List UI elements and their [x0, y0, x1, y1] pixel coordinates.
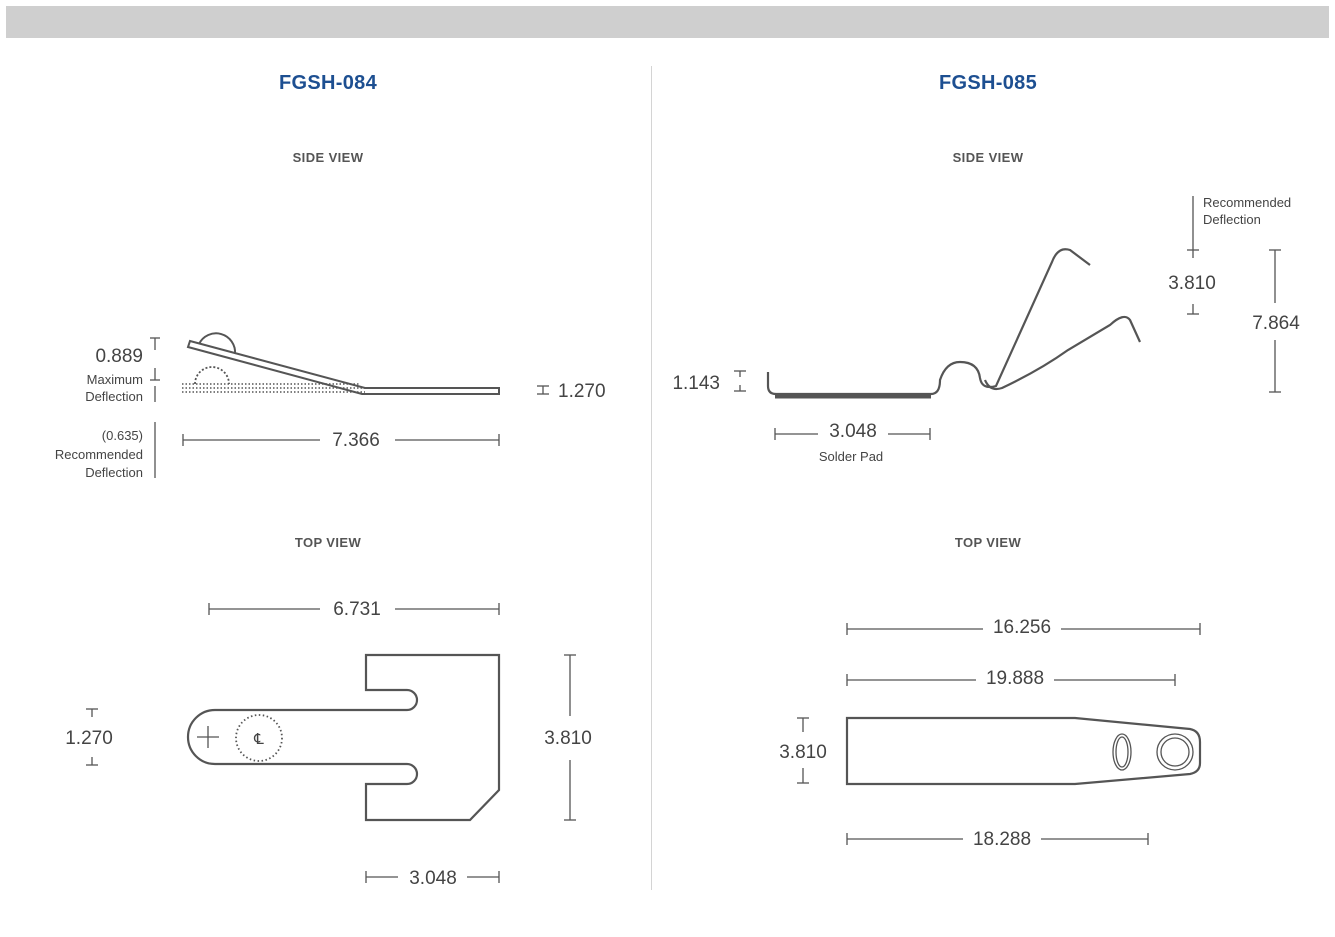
left-top-left-dim: 1.270 [65, 728, 113, 749]
column-divider [651, 66, 652, 890]
left-top-height-dim: 3.810 [544, 728, 592, 749]
right-top-view-label: TOP VIEW [954, 535, 1022, 550]
left-max-deflection-value: 0.889 [95, 346, 143, 367]
right-height-dim: 7.864 [1252, 313, 1300, 334]
right-side-dimensions [734, 196, 1281, 440]
left-thickness-dim: 1.270 [558, 381, 606, 402]
right-rec-deflection-label-2: Deflection [1203, 212, 1261, 227]
right-top-height-dim: 3.810 [779, 742, 827, 763]
left-max-deflection-label-2: Deflection [85, 389, 143, 404]
right-side-view-label: SIDE VIEW [952, 150, 1024, 165]
right-side-spring [766, 248, 1142, 399]
right-rec-deflection-label-1: Recommended [1203, 195, 1291, 210]
left-top-bottom-dim: 3.048 [409, 868, 457, 889]
centerline-icon: ℄ [253, 731, 264, 748]
left-part-title: FGSH-084 [279, 72, 377, 94]
header-bar [6, 6, 1329, 38]
left-side-spring [182, 332, 500, 395]
right-top-dimensions [797, 623, 1201, 845]
left-top-outline [186, 653, 501, 822]
left-top-width-dim: 6.731 [333, 599, 381, 620]
right-top-dim-2: 19.888 [986, 668, 1044, 689]
left-top-view-label: TOP VIEW [294, 535, 362, 550]
left-side-dimensions [150, 337, 549, 478]
right-part-title: FGSH-085 [939, 72, 1037, 94]
right-deflection-dim: 3.810 [1168, 273, 1216, 294]
left-length-dim: 7.366 [332, 430, 380, 451]
left-rec-deflection-label-1: Recommended [55, 447, 143, 462]
right-top-outline [845, 716, 1202, 786]
left-rec-deflection-value: (0.635) [102, 428, 143, 443]
right-top-dim-3: 18.288 [973, 829, 1031, 850]
solder-pad-label: Solder Pad [819, 449, 883, 464]
right-pad-height-dim: 1.143 [672, 373, 720, 394]
right-pad-width-dim: 3.048 [829, 421, 877, 442]
left-rec-deflection-label-2: Deflection [85, 465, 143, 480]
left-side-view-label: SIDE VIEW [292, 150, 364, 165]
left-top-dimensions [86, 603, 576, 883]
right-top-dim-1: 16.256 [993, 617, 1051, 638]
left-max-deflection-label-1: Maximum [87, 372, 143, 387]
